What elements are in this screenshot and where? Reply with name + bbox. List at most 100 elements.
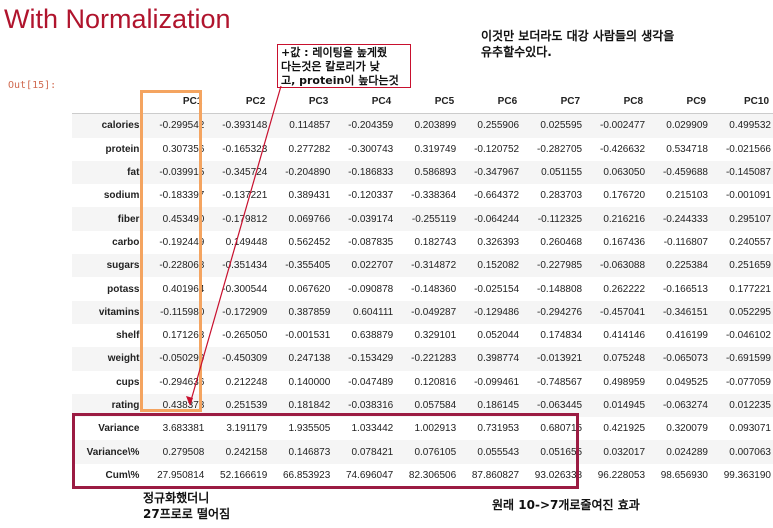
table-cell: -0.355405	[285, 260, 331, 272]
table-header-row: PC1 PC2 PC3 PC4 PC5 PC6 PC7 PC8 PC9 PC10	[72, 90, 773, 114]
table-row: rating 0.438378 0.251539 0.181842 -0.038316 0…	[72, 393, 773, 418]
row-label: sodium	[103, 190, 140, 202]
column-header: PC5	[434, 96, 455, 108]
row-label: weight	[107, 353, 140, 365]
table-cell: -0.450309	[222, 353, 268, 365]
row-label: Variance\%	[86, 446, 140, 458]
table-cell: -0.063274	[662, 400, 708, 411]
table-cell: -0.087835	[348, 236, 394, 248]
table-cell: -0.148808	[537, 283, 583, 295]
table-cell: 0.114857	[289, 120, 331, 132]
table-cell: -0.099461	[474, 376, 520, 388]
table-cell: 0.075248	[603, 353, 646, 365]
header-index-corner	[72, 90, 143, 114]
table-cell: -0.137221	[222, 190, 268, 202]
table-cell: 0.029909	[666, 120, 708, 132]
table-row: Variance 3.683381 3.191179 1.935505 1.033442…	[72, 417, 773, 440]
table-row: weight -0.050299 -0.450309 0.247138 -0.15342…	[72, 347, 773, 371]
table-cell: -0.115980	[160, 306, 205, 318]
callout-line3: 고, protein이 높다는것	[281, 74, 399, 87]
table-cell: 0.225384	[666, 260, 708, 272]
table-cell: -0.165323	[222, 143, 268, 155]
table-cell: -0.393148	[222, 120, 268, 132]
row-label: calories	[101, 120, 140, 132]
row-label: cups	[116, 376, 140, 388]
table-cell: 0.093071	[729, 423, 771, 435]
table-cell: 0.167436	[603, 236, 646, 248]
table-cell: 66.853923	[282, 469, 331, 481]
table-cell: 0.242158	[225, 446, 268, 458]
table-cell: 0.638879	[351, 330, 394, 342]
table-cell: 0.534718	[666, 143, 708, 155]
row-label: vitamins	[98, 306, 140, 318]
table-cell: -0.192449	[159, 236, 205, 248]
column-header: PC7	[560, 96, 581, 108]
table-cell: -0.282705	[537, 143, 583, 155]
table-cell: -0.065073	[662, 353, 708, 365]
table-cell: 0.260468	[540, 236, 583, 248]
table-cell: -0.459688	[662, 167, 708, 179]
table-cell: -0.050299	[159, 353, 205, 365]
row-label: Cum\%	[105, 469, 140, 481]
table-cell: 3.191179	[226, 423, 268, 435]
table-cell: -0.039915	[159, 167, 205, 179]
table-cell: -0.116807	[663, 236, 708, 248]
table-cell: -0.025154	[474, 283, 520, 295]
table-cell: -0.457041	[599, 306, 646, 318]
row-label: carbo	[112, 236, 140, 248]
table-cell: 96.228053	[597, 469, 646, 481]
table-row: cups -0.294636 0.212248 0.140000 -0.047489 0.…	[72, 371, 773, 394]
table-cell: 0.182743	[414, 236, 457, 248]
callout-line1: +값 : 레이팅을 높게줬	[281, 46, 388, 59]
table-cell: -0.153429	[348, 353, 394, 365]
table-cell: 99.363190	[723, 469, 771, 481]
table-row: calories -0.299542 -0.393148 0.114857 -0.204…	[72, 113, 773, 138]
table-cell: -0.426632	[599, 143, 646, 155]
table-cell: -0.038316	[348, 400, 394, 411]
table-row: fiber 0.453490 -0.179812 0.069766 -0.039174 -…	[72, 207, 773, 231]
table-cell: 0.277282	[288, 143, 331, 155]
table-cell: -0.129486	[474, 306, 520, 318]
table-row: Cum\% 27.950814 52.166619 66.853923 74.69604…	[72, 464, 773, 487]
table-row: shelf 0.171263 -0.265050 -0.001531 0.638879 0…	[72, 324, 773, 347]
table-cell: 0.049525	[666, 376, 708, 388]
table-cell: -0.345724	[222, 167, 268, 179]
table-cell: 0.247138	[288, 353, 331, 365]
table-cell: -0.265050	[222, 330, 268, 342]
note-bottom-left-line2: 27프로로 떨어짐	[143, 507, 231, 521]
table-cell: 0.398774	[477, 353, 520, 365]
row-label: Variance	[98, 423, 140, 435]
table-cell: -0.047489	[348, 376, 394, 388]
table-cell: -0.351434	[222, 260, 268, 272]
table-cell: 74.696047	[345, 469, 394, 481]
table-cell: -0.244333	[662, 213, 708, 225]
table-cell: -0.294636	[159, 376, 205, 388]
table-row: carbo -0.192449 0.149448 0.562452 -0.087835 0…	[72, 231, 773, 254]
table-cell: 0.051155	[541, 167, 583, 179]
table-cell: 0.389431	[288, 190, 331, 202]
table-cell: -0.001091	[725, 190, 771, 202]
table-cell: 0.586893	[414, 167, 457, 179]
table-cell: -0.228068	[159, 260, 205, 272]
table-cell: -0.166513	[662, 283, 708, 295]
table-cell: 0.401964	[162, 283, 205, 295]
column-header: PC4	[371, 96, 392, 108]
table-cell: 0.024289	[666, 446, 708, 458]
table-cell: 0.279508	[162, 446, 205, 458]
table-cell: 0.251539	[225, 400, 268, 411]
table-cell: 0.014945	[603, 400, 646, 411]
table-cell: -0.145087	[725, 167, 771, 179]
table-cell: -0.221283	[411, 353, 457, 365]
table-cell: 0.067620	[288, 283, 331, 295]
table-cell: -0.186833	[348, 167, 394, 179]
table-cell: -0.021566	[725, 143, 771, 155]
table-cell: 0.499532	[729, 120, 771, 132]
table-cell: -0.299542	[159, 120, 205, 132]
note-bottom-left: 정규화했더니 27프로로 떨어짐	[143, 490, 230, 522]
column-header: PC3	[308, 96, 329, 108]
table-row: potass 0.401964 -0.300544 0.067620 -0.090878…	[72, 277, 773, 300]
table-cell: -0.347967	[474, 167, 520, 179]
table-cell: 0.212248	[225, 376, 268, 388]
table-cell: -0.120337	[348, 190, 394, 202]
row-label: fat	[127, 167, 140, 179]
